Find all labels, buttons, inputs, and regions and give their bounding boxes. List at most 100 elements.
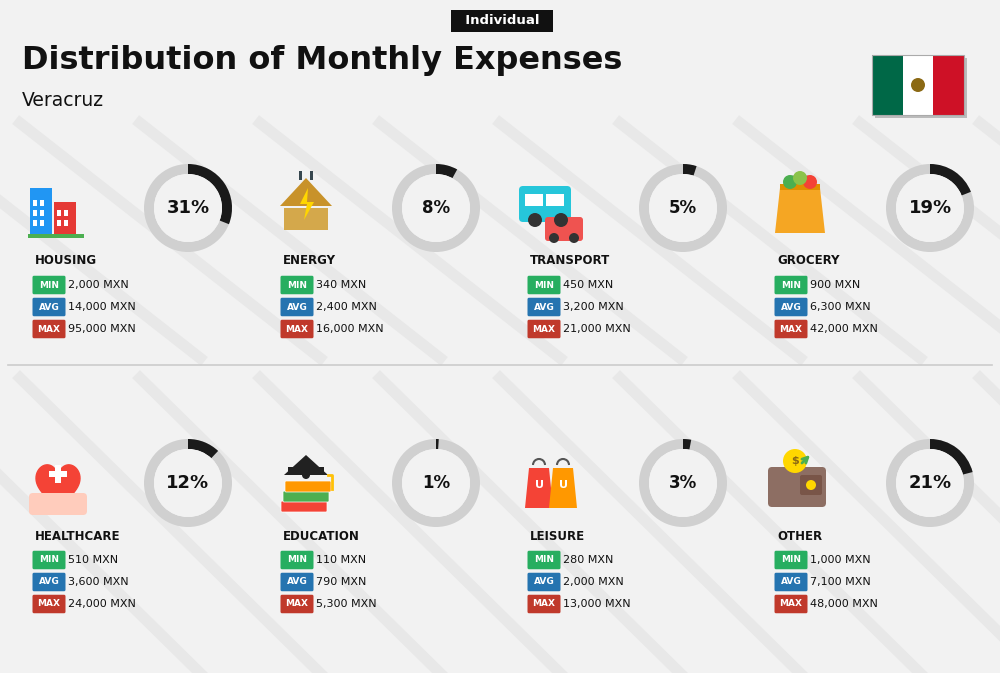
Circle shape — [896, 174, 964, 242]
Bar — [33, 210, 37, 216]
Text: 3,600 MXN: 3,600 MXN — [68, 577, 129, 587]
Bar — [310, 171, 313, 180]
Wedge shape — [886, 439, 974, 527]
Text: MIN: MIN — [287, 281, 307, 289]
Wedge shape — [188, 439, 218, 458]
FancyBboxPatch shape — [875, 58, 967, 118]
Bar — [525, 194, 543, 206]
FancyBboxPatch shape — [528, 595, 560, 613]
Text: MAX: MAX — [532, 324, 556, 334]
Text: 42,000 MXN: 42,000 MXN — [810, 324, 878, 334]
Text: HEALTHCARE: HEALTHCARE — [35, 530, 120, 542]
FancyBboxPatch shape — [280, 276, 314, 294]
Text: AVG: AVG — [534, 577, 554, 586]
Circle shape — [302, 471, 310, 479]
Text: 95,000 MXN: 95,000 MXN — [68, 324, 136, 334]
Text: MIN: MIN — [781, 281, 801, 289]
Text: 24,000 MXN: 24,000 MXN — [68, 599, 136, 609]
Text: AVG: AVG — [287, 302, 307, 312]
FancyBboxPatch shape — [528, 573, 560, 592]
Text: 21%: 21% — [908, 474, 952, 492]
Text: MAX: MAX — [286, 324, 308, 334]
Wedge shape — [144, 439, 232, 527]
FancyBboxPatch shape — [280, 573, 314, 592]
Circle shape — [528, 213, 542, 227]
FancyBboxPatch shape — [32, 276, 65, 294]
Circle shape — [803, 175, 817, 189]
Text: 7,100 MXN: 7,100 MXN — [810, 577, 871, 587]
Text: 280 MXN: 280 MXN — [563, 555, 613, 565]
Text: AVG: AVG — [534, 302, 554, 312]
Text: HOUSING: HOUSING — [35, 254, 97, 267]
Circle shape — [896, 449, 964, 517]
Text: 16,000 MXN: 16,000 MXN — [316, 324, 384, 334]
Wedge shape — [683, 164, 697, 176]
Text: 48,000 MXN: 48,000 MXN — [810, 599, 878, 609]
Text: 6,300 MXN: 6,300 MXN — [810, 302, 871, 312]
Circle shape — [569, 233, 579, 243]
Text: U: U — [558, 480, 568, 490]
Text: AVG: AVG — [781, 302, 801, 312]
Text: MIN: MIN — [534, 281, 554, 289]
Text: MAX: MAX — [286, 600, 308, 608]
FancyBboxPatch shape — [32, 595, 65, 613]
Text: AVG: AVG — [287, 577, 307, 586]
Text: 31%: 31% — [166, 199, 210, 217]
Text: Distribution of Monthly Expenses: Distribution of Monthly Expenses — [22, 44, 622, 75]
Text: 450 MXN: 450 MXN — [563, 280, 613, 290]
Bar — [33, 200, 37, 206]
Text: MAX: MAX — [780, 324, 802, 334]
Bar — [933, 55, 964, 115]
Bar — [64, 220, 68, 226]
Wedge shape — [436, 439, 439, 449]
Circle shape — [793, 171, 807, 185]
FancyBboxPatch shape — [280, 297, 314, 316]
Bar — [288, 467, 324, 475]
Wedge shape — [639, 439, 727, 527]
Bar — [903, 55, 933, 115]
Circle shape — [783, 449, 807, 473]
Text: MAX: MAX — [780, 600, 802, 608]
FancyBboxPatch shape — [281, 501, 327, 512]
Text: MIN: MIN — [781, 555, 801, 565]
FancyBboxPatch shape — [768, 467, 826, 507]
Circle shape — [549, 233, 559, 243]
Bar — [33, 220, 37, 226]
FancyBboxPatch shape — [774, 595, 807, 613]
Text: 5,300 MXN: 5,300 MXN — [316, 599, 377, 609]
Text: TRANSPORT: TRANSPORT — [530, 254, 610, 267]
Polygon shape — [525, 468, 553, 508]
FancyBboxPatch shape — [32, 320, 65, 339]
Wedge shape — [930, 439, 973, 474]
Text: MAX: MAX — [38, 600, 60, 608]
FancyBboxPatch shape — [800, 475, 822, 495]
Circle shape — [783, 175, 797, 189]
Text: MIN: MIN — [39, 555, 59, 565]
Text: MIN: MIN — [39, 281, 59, 289]
Bar — [54, 202, 76, 236]
Text: AVG: AVG — [39, 577, 59, 586]
FancyBboxPatch shape — [29, 493, 87, 515]
Polygon shape — [36, 465, 80, 513]
Circle shape — [154, 174, 222, 242]
Text: 1,000 MXN: 1,000 MXN — [810, 555, 871, 565]
Polygon shape — [549, 468, 577, 508]
Text: 3,200 MXN: 3,200 MXN — [563, 302, 624, 312]
FancyBboxPatch shape — [528, 320, 560, 339]
Circle shape — [154, 449, 222, 517]
Text: 1%: 1% — [422, 474, 450, 492]
Wedge shape — [392, 439, 480, 527]
Text: Veracruz: Veracruz — [22, 90, 104, 110]
Circle shape — [402, 449, 470, 517]
Bar — [299, 171, 302, 180]
Text: MAX: MAX — [38, 324, 60, 334]
Wedge shape — [392, 164, 480, 252]
FancyBboxPatch shape — [32, 573, 65, 592]
FancyBboxPatch shape — [774, 551, 807, 569]
Wedge shape — [188, 164, 232, 224]
FancyBboxPatch shape — [285, 481, 331, 492]
Bar — [57, 220, 61, 226]
Circle shape — [402, 174, 470, 242]
Text: MAX: MAX — [532, 600, 556, 608]
Text: GROCERY: GROCERY — [777, 254, 840, 267]
